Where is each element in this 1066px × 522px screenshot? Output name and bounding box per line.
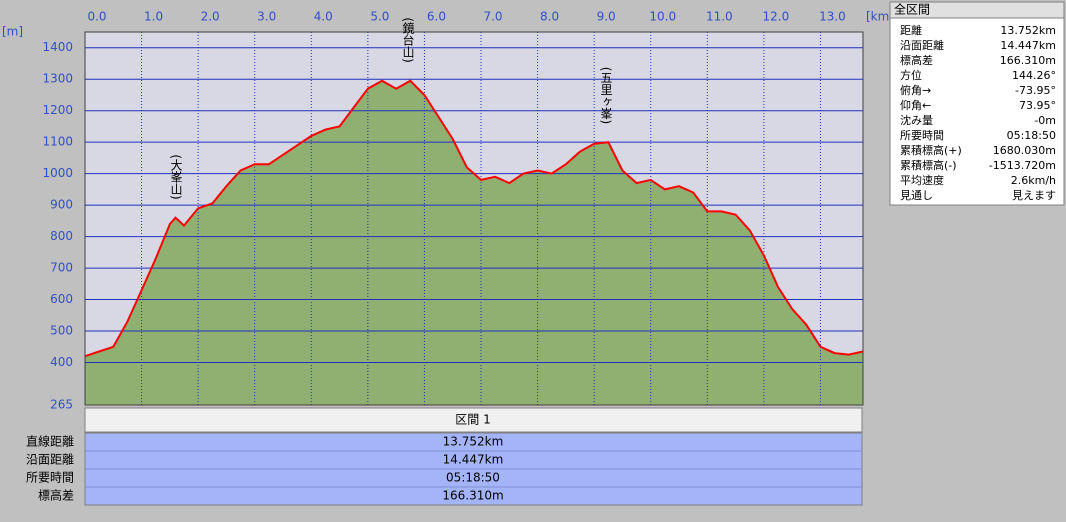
panel-label: 標高差 xyxy=(900,53,933,67)
y-unit: [m] xyxy=(2,25,23,39)
elevation-line xyxy=(84,79,864,358)
x-tick-label: 0.0 xyxy=(87,10,106,24)
y-tick-label: 1300 xyxy=(42,72,73,86)
table-header-box xyxy=(84,407,863,433)
y-tick-label: 1400 xyxy=(42,40,73,54)
x-tick-label: 13.0 xyxy=(819,10,846,24)
panel-value: 13.752km xyxy=(1000,24,1056,37)
row-label: 所要時間 xyxy=(26,471,74,485)
y-tick-label: 1100 xyxy=(42,135,73,149)
panel-title: 全区間 xyxy=(894,2,930,17)
x-tick-label: 12.0 xyxy=(763,10,790,24)
y-tick-label: 800 xyxy=(50,229,73,243)
peak-label: (鏡台山) xyxy=(401,17,415,62)
panel-value: 2.6km/h xyxy=(1011,174,1056,187)
x-tick-label: 10.0 xyxy=(649,10,676,24)
x-tick-label: 2.0 xyxy=(201,10,220,24)
terrain-area xyxy=(85,80,863,406)
y-tick-label: 500 xyxy=(50,324,73,338)
x-unit: [km] xyxy=(866,10,894,24)
panel-label: 方位 xyxy=(900,68,922,82)
panel-label: 平均速度 xyxy=(900,173,944,187)
row-value: 13.752km xyxy=(443,435,504,449)
panel-label: 俯角→ xyxy=(900,83,931,97)
panel-label: 累積標高(+) xyxy=(900,143,962,157)
panel-value: 05:18:50 xyxy=(1007,129,1056,142)
y-tick-label: 900 xyxy=(50,198,73,212)
panel-value: 144.26° xyxy=(1012,69,1056,82)
panel-label: 沈み量 xyxy=(900,113,933,127)
panel-value: 1680.030m xyxy=(993,144,1056,157)
y-tick-label: 265 xyxy=(50,398,73,412)
x-tick-label: 6.0 xyxy=(427,10,446,24)
row-label: 直線距離 xyxy=(26,434,74,449)
panel-value: 14.447km xyxy=(1000,39,1056,52)
y-tick-label: 700 xyxy=(50,261,73,275)
panel-label: 所要時間 xyxy=(900,129,944,142)
plot-frame xyxy=(84,31,864,406)
x-tick-label: 9.0 xyxy=(597,10,616,24)
x-tick-label: 4.0 xyxy=(314,10,333,24)
panel-label: 見通し xyxy=(900,189,933,202)
row-value: 05:18:50 xyxy=(446,471,500,485)
y-tick-label: 1200 xyxy=(42,103,73,117)
panel-value: -73.95° xyxy=(1015,84,1056,97)
info-panel xyxy=(889,1,1065,206)
x-tick-label: 8.0 xyxy=(540,10,559,24)
row-value: 14.447km xyxy=(443,453,504,467)
table-header: 区間 1 xyxy=(455,413,490,427)
panel-value: -1513.720m xyxy=(989,159,1056,172)
panel-label: 距離 xyxy=(900,23,922,37)
peak-label: (五里ヶ峯) xyxy=(599,67,613,124)
x-tick-label: 7.0 xyxy=(483,10,502,24)
x-tick-label: 1.0 xyxy=(144,10,163,24)
y-tick-label: 600 xyxy=(50,292,73,306)
panel-label: 沿面距離 xyxy=(900,38,944,52)
row-label: 沿面距離 xyxy=(26,453,74,467)
panel-value: -0m xyxy=(1034,114,1056,127)
row-label: 標高差 xyxy=(38,488,74,503)
panel-value: 166.310m xyxy=(1000,54,1056,67)
y-tick-label: 400 xyxy=(50,355,73,369)
panel-value: 73.95° xyxy=(1019,99,1056,112)
x-tick-label: 11.0 xyxy=(706,10,733,24)
x-tick-label: 3.0 xyxy=(257,10,276,24)
panel-title-bar xyxy=(889,1,1065,19)
row-value: 166.310m xyxy=(442,489,503,503)
peak-label: (大峯山) xyxy=(169,154,183,199)
y-tick-label: 1000 xyxy=(42,166,73,180)
x-tick-label: 5.0 xyxy=(370,10,389,24)
panel-label: 仰角← xyxy=(900,98,931,112)
panel-value: 見えます xyxy=(1012,189,1056,202)
panel-label: 累積標高(-) xyxy=(900,158,957,172)
